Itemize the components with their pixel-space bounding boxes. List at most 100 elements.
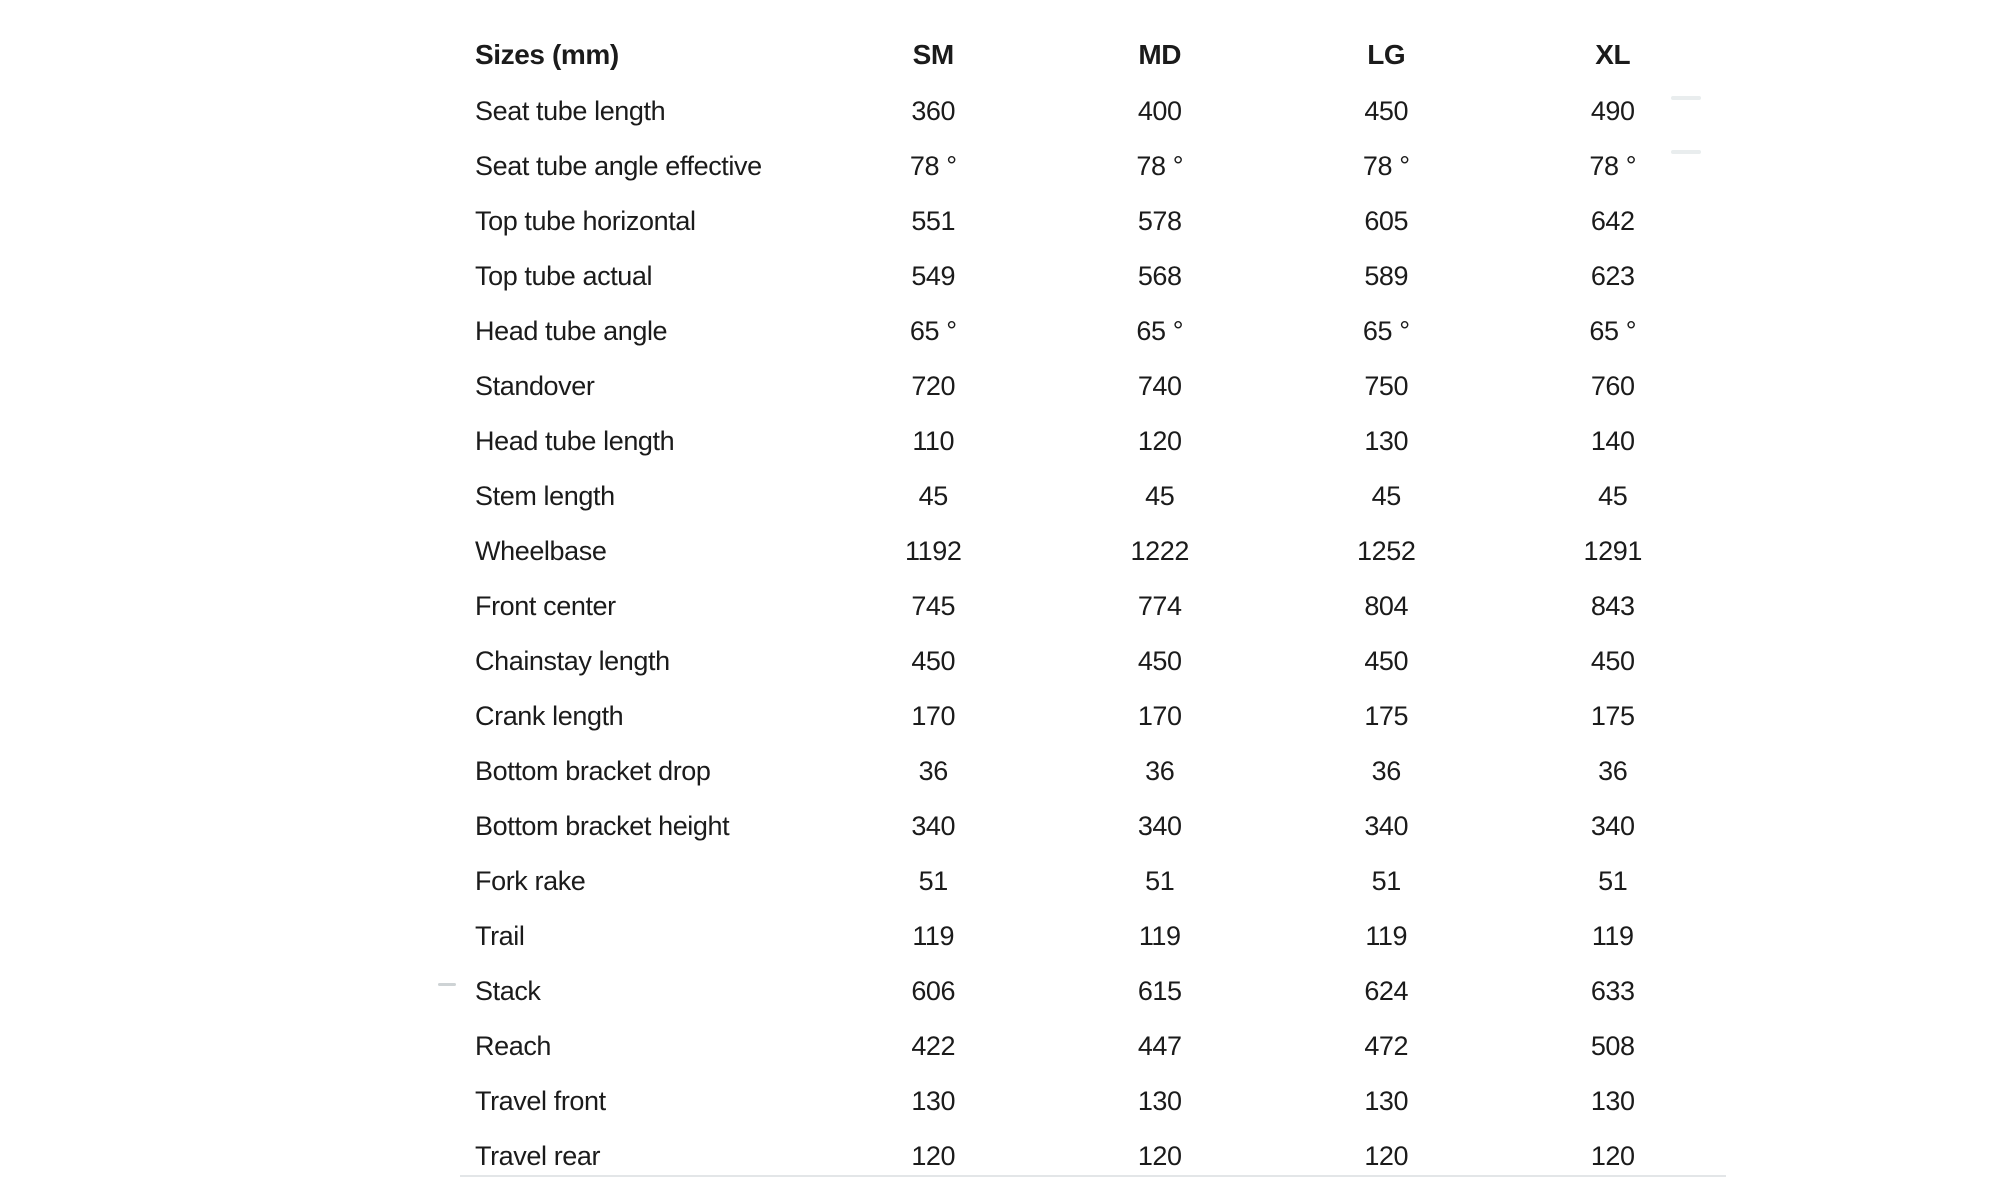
- value-cell: 120: [1137, 1141, 1182, 1171]
- value-cell: 130: [1137, 1086, 1182, 1116]
- value-cell: 624: [1364, 976, 1409, 1006]
- value-cell: 490: [1590, 96, 1635, 126]
- value-cell: 1291: [1583, 536, 1643, 566]
- table-row: Top tube horizontal 551 578 605 642: [460, 194, 1726, 249]
- value-cell: 120: [1137, 426, 1182, 456]
- value-cell: 551: [911, 206, 956, 236]
- value-cell: 45: [1598, 481, 1628, 511]
- value-cell: 422: [911, 1031, 956, 1061]
- column-header-xl: XL: [1595, 39, 1631, 70]
- table-row: Wheelbase 1192 1222 1252 1291: [460, 524, 1726, 579]
- value-cell: 45: [1371, 481, 1402, 511]
- value-cell: 130: [1590, 1086, 1635, 1116]
- row-label: Top tube actual: [475, 261, 653, 291]
- table-row: Seat tube angle effective 78 ° 78 ° 78 ° 78 …: [460, 139, 1726, 194]
- value-cell: 843: [1590, 591, 1635, 621]
- value-cell: 720: [911, 371, 956, 401]
- table-row: Bottom bracket height 340 340 340 340: [460, 799, 1726, 854]
- value-cell: 1222: [1130, 536, 1190, 566]
- value-cell: 589: [1364, 261, 1409, 291]
- row-label: Seat tube length: [475, 96, 666, 126]
- table-row: Trail 119 119 119 119: [460, 909, 1726, 964]
- value-cell: 340: [911, 811, 956, 841]
- value-cell: 605: [1364, 206, 1409, 236]
- column-header-md: MD: [1138, 39, 1182, 70]
- row-label: Head tube length: [475, 426, 675, 456]
- row-label: Trail: [475, 921, 525, 951]
- value-cell: 549: [911, 261, 956, 291]
- value-cell: 175: [1590, 701, 1635, 731]
- value-cell: 36: [1371, 756, 1402, 786]
- value-cell: 740: [1137, 371, 1182, 401]
- table-rows: Seat tube length 360 400 450 490 Seat tube an…: [460, 84, 1726, 1184]
- row-label: Head tube angle: [475, 316, 668, 346]
- value-cell: 51: [1598, 866, 1628, 896]
- value-cell: 360: [911, 96, 956, 126]
- row-label: Travel rear: [475, 1141, 601, 1171]
- value-cell: 36: [1145, 756, 1175, 786]
- value-cell: 400: [1137, 96, 1182, 126]
- value-cell: 760: [1590, 371, 1635, 401]
- table-row: Top tube actual 549 568 589 623: [460, 249, 1726, 304]
- table-row: Standover 720 740 750 760: [460, 359, 1726, 414]
- table-row: Fork rake 51 51 51 51: [460, 854, 1726, 909]
- table-row: Head tube angle 65 ° 65 ° 65 ° 65 °: [460, 304, 1726, 359]
- value-cell: 65 °: [909, 316, 957, 346]
- value-cell: 170: [911, 701, 956, 731]
- row-label: Bottom bracket drop: [475, 756, 711, 786]
- value-cell: 120: [1364, 1141, 1409, 1171]
- row-label: Crank length: [475, 701, 624, 731]
- value-cell: 750: [1364, 371, 1409, 401]
- table-row: Stem length 45 45 45 45: [460, 469, 1726, 524]
- table-row: Head tube length 110 120 130 140: [460, 414, 1726, 469]
- value-cell: 472: [1364, 1031, 1409, 1061]
- value-cell: 450: [1590, 646, 1635, 676]
- table-row: Stack 606 615 624 633: [460, 964, 1726, 1019]
- table-row: Reach 422 447 472 508: [460, 1019, 1726, 1074]
- table-row: Seat tube length 360 400 450 490: [460, 84, 1726, 139]
- value-cell: 65 °: [1136, 316, 1184, 346]
- table-row: Chainstay length 450 450 450 450: [460, 634, 1726, 689]
- value-cell: 578: [1137, 206, 1182, 236]
- row-label: Chainstay length: [475, 646, 670, 676]
- value-cell: 130: [1364, 426, 1409, 456]
- value-cell: 45: [1145, 481, 1175, 511]
- value-cell: 340: [1137, 811, 1182, 841]
- value-cell: 606: [911, 976, 956, 1006]
- row-label: Fork rake: [475, 866, 586, 896]
- value-cell: 140: [1590, 426, 1635, 456]
- column-header-lg: LG: [1367, 39, 1406, 70]
- table-header-row: Sizes (mm) SM MD LG XL: [460, 26, 1726, 84]
- value-cell: 633: [1590, 976, 1635, 1006]
- value-cell: 78 °: [1362, 151, 1410, 181]
- value-cell: 78 °: [1589, 151, 1637, 181]
- value-cell: 745: [911, 591, 956, 621]
- row-label: Wheelbase: [475, 536, 607, 566]
- value-cell: 119: [1365, 921, 1408, 951]
- value-cell: 615: [1137, 976, 1182, 1006]
- value-cell: 568: [1137, 261, 1182, 291]
- value-cell: 36: [918, 756, 949, 786]
- column-header-sm: SM: [912, 39, 955, 70]
- value-cell: 450: [1364, 646, 1409, 676]
- placeholder-dash: [1671, 96, 1701, 100]
- value-cell: 130: [1364, 1086, 1409, 1116]
- row-label: Stem length: [475, 481, 615, 511]
- table-row: Front center 745 774 804 843: [460, 579, 1726, 634]
- value-cell: 65 °: [1362, 316, 1410, 346]
- value-cell: 340: [1364, 811, 1409, 841]
- row-label: Front center: [475, 591, 616, 621]
- value-cell: 119: [912, 921, 955, 951]
- table-row: Travel front 130 130 130 130: [460, 1074, 1726, 1129]
- value-cell: 45: [918, 481, 949, 511]
- table-title: Sizes (mm): [475, 39, 619, 70]
- row-label: Stack: [475, 976, 541, 1006]
- value-cell: 120: [911, 1141, 956, 1171]
- table-bottom-rule: [460, 1175, 1726, 1177]
- value-cell: 340: [1590, 811, 1635, 841]
- value-cell: 170: [1137, 701, 1182, 731]
- value-cell: 450: [1137, 646, 1182, 676]
- placeholder-dash: [1671, 150, 1701, 154]
- row-label: Travel front: [475, 1086, 606, 1116]
